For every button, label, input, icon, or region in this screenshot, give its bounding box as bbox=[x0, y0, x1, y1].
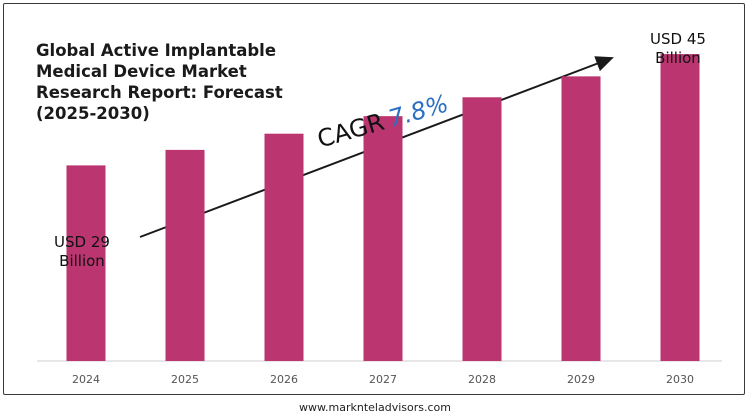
bar-2024 bbox=[66, 165, 106, 361]
footer-website: www.marknteladvisors.com bbox=[299, 401, 451, 414]
end-value-label: USD 45 Billion bbox=[650, 30, 706, 67]
start-value-label: USD 29 Billion bbox=[54, 233, 110, 270]
bar-2028 bbox=[462, 97, 502, 362]
x-tick-label-2025: 2025 bbox=[171, 373, 199, 386]
bar-2030 bbox=[660, 54, 700, 362]
x-tick-label-2027: 2027 bbox=[369, 373, 397, 386]
x-tick-label-2028: 2028 bbox=[468, 373, 496, 386]
bar-2029 bbox=[561, 76, 601, 361]
x-tick-label-2024: 2024 bbox=[72, 373, 100, 386]
chart-title: Global Active Implantable Medical Device… bbox=[36, 41, 283, 123]
chart-frame bbox=[3, 3, 745, 395]
x-tick-label-2029: 2029 bbox=[567, 373, 595, 386]
bar-2026 bbox=[264, 133, 304, 361]
x-tick-label-2030: 2030 bbox=[666, 373, 694, 386]
bar-2025 bbox=[165, 149, 205, 361]
x-tick-label-2026: 2026 bbox=[270, 373, 298, 386]
bar-2027 bbox=[363, 116, 403, 361]
